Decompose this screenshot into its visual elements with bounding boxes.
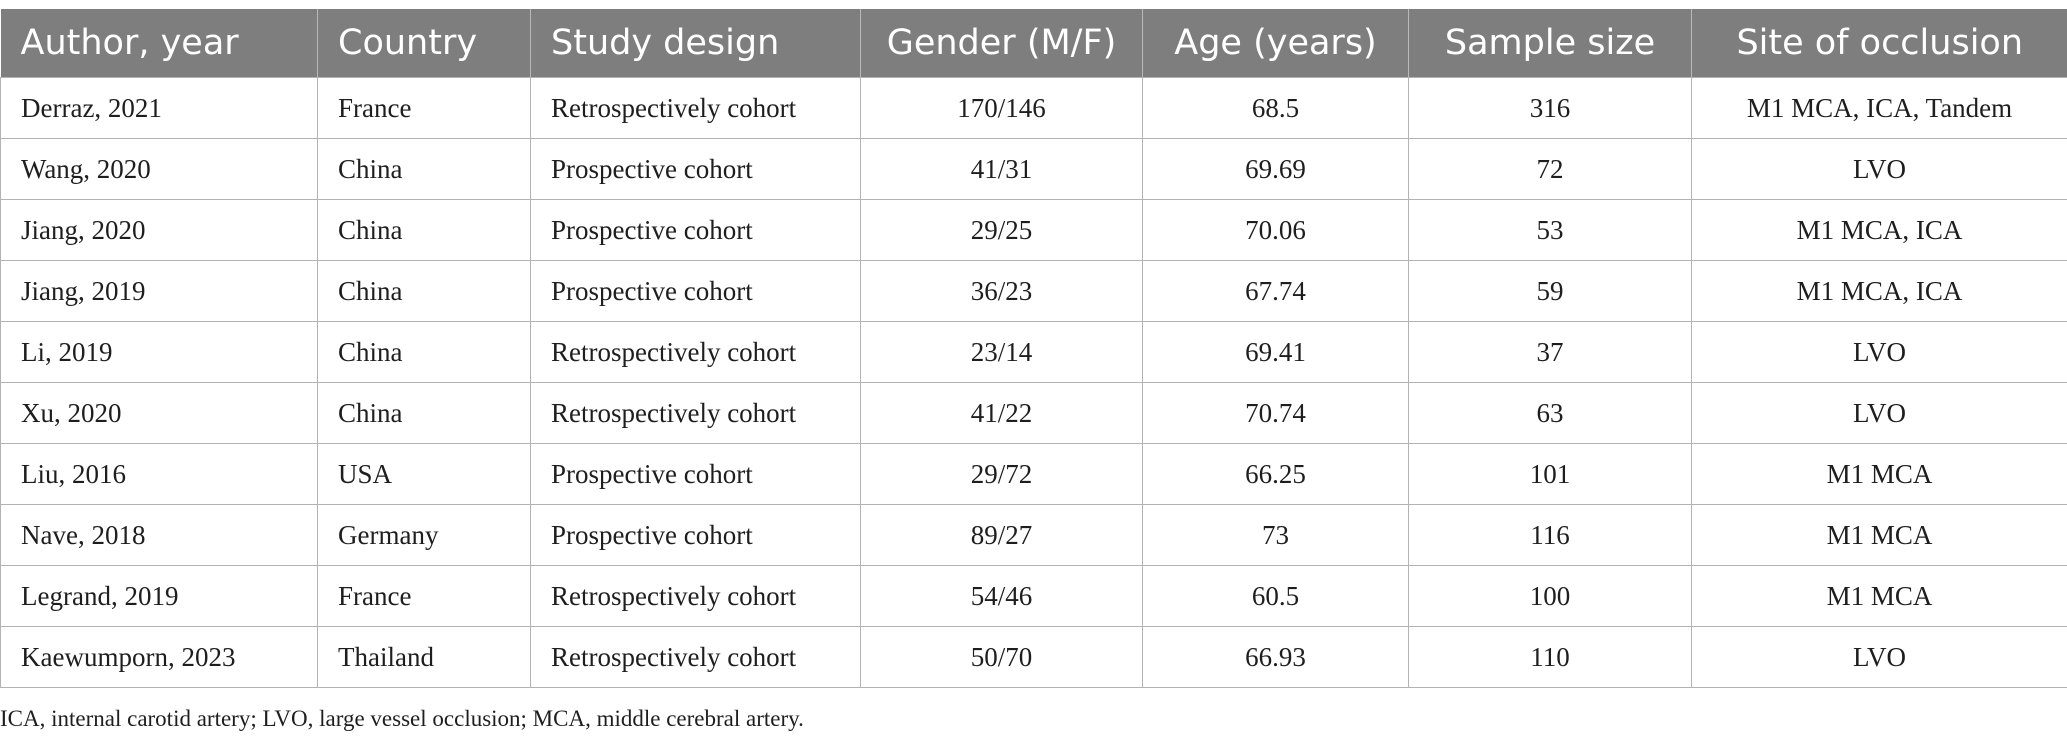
table-footnote: ICA, internal carotid artery; LVO, large… bbox=[0, 706, 804, 731]
table-row: Jiang, 2020 China Prospective cohort 29/… bbox=[0, 199, 2067, 261]
cell-sample-size: 100 bbox=[1408, 565, 1692, 627]
cell-country: China bbox=[317, 260, 531, 322]
cell-study-design: Retrospectively cohort bbox=[530, 321, 861, 383]
cell-gender: 36/23 bbox=[860, 260, 1143, 322]
cell-study-design: Prospective cohort bbox=[530, 199, 861, 261]
cell-author-year: Jiang, 2020 bbox=[0, 199, 318, 261]
cell-site-of-occlusion: LVO bbox=[1691, 138, 2067, 200]
cell-country: Thailand bbox=[317, 626, 531, 688]
cell-study-design: Retrospectively cohort bbox=[530, 626, 861, 688]
cell-gender: 41/22 bbox=[860, 382, 1143, 444]
cell-author-year: Xu, 2020 bbox=[0, 382, 318, 444]
header-author-year: Author, year bbox=[0, 9, 318, 78]
cell-study-design: Prospective cohort bbox=[530, 138, 861, 200]
cell-site-of-occlusion: LVO bbox=[1691, 626, 2067, 688]
table-header: Author, year Country Study design Gender… bbox=[0, 9, 2067, 78]
cell-author-year: Wang, 2020 bbox=[0, 138, 318, 200]
cell-site-of-occlusion: M1 MCA, ICA, Tandem bbox=[1691, 77, 2067, 139]
cell-author-year: Nave, 2018 bbox=[0, 504, 318, 566]
cell-author-year: Jiang, 2019 bbox=[0, 260, 318, 322]
table-row: Kaewumporn, 2023 Thailand Retrospectivel… bbox=[0, 626, 2067, 688]
cell-country: France bbox=[317, 565, 531, 627]
cell-age: 68.5 bbox=[1142, 77, 1409, 139]
cell-country: Germany bbox=[317, 504, 531, 566]
cell-gender: 29/25 bbox=[860, 199, 1143, 261]
cell-sample-size: 53 bbox=[1408, 199, 1692, 261]
table-row: Xu, 2020 China Retrospectively cohort 41… bbox=[0, 382, 2067, 444]
table-body: Derraz, 2021 France Retrospectively coho… bbox=[0, 77, 2067, 688]
cell-study-design: Prospective cohort bbox=[530, 443, 861, 505]
cell-study-design: Prospective cohort bbox=[530, 260, 861, 322]
cell-age: 67.74 bbox=[1142, 260, 1409, 322]
cell-gender: 54/46 bbox=[860, 565, 1143, 627]
cell-study-design: Retrospectively cohort bbox=[530, 77, 861, 139]
cell-author-year: Liu, 2016 bbox=[0, 443, 318, 505]
cell-site-of-occlusion: LVO bbox=[1691, 382, 2067, 444]
cell-sample-size: 59 bbox=[1408, 260, 1692, 322]
cell-gender: 29/72 bbox=[860, 443, 1143, 505]
cell-age: 70.74 bbox=[1142, 382, 1409, 444]
cell-site-of-occlusion: M1 MCA bbox=[1691, 565, 2067, 627]
header-row: Author, year Country Study design Gender… bbox=[0, 9, 2067, 78]
cell-author-year: Li, 2019 bbox=[0, 321, 318, 383]
header-gender: Gender (M/F) bbox=[860, 9, 1143, 78]
cell-sample-size: 63 bbox=[1408, 382, 1692, 444]
cell-site-of-occlusion: M1 MCA, ICA bbox=[1691, 199, 2067, 261]
cell-study-design: Retrospectively cohort bbox=[530, 565, 861, 627]
cell-sample-size: 316 bbox=[1408, 77, 1692, 139]
cell-author-year: Legrand, 2019 bbox=[0, 565, 318, 627]
cell-sample-size: 110 bbox=[1408, 626, 1692, 688]
table-row: Li, 2019 China Retrospectively cohort 23… bbox=[0, 321, 2067, 383]
cell-site-of-occlusion: M1 MCA bbox=[1691, 504, 2067, 566]
cell-sample-size: 72 bbox=[1408, 138, 1692, 200]
cell-country: China bbox=[317, 321, 531, 383]
cell-study-design: Retrospectively cohort bbox=[530, 382, 861, 444]
header-country: Country bbox=[317, 9, 531, 78]
header-study-design: Study design bbox=[530, 9, 861, 78]
cell-gender: 89/27 bbox=[860, 504, 1143, 566]
cell-author-year: Kaewumporn, 2023 bbox=[0, 626, 318, 688]
table-row: Wang, 2020 China Prospective cohort 41/3… bbox=[0, 138, 2067, 200]
cell-country: France bbox=[317, 77, 531, 139]
cell-country: China bbox=[317, 382, 531, 444]
header-age: Age (years) bbox=[1142, 9, 1409, 78]
cell-sample-size: 101 bbox=[1408, 443, 1692, 505]
table-row: Nave, 2018 Germany Prospective cohort 89… bbox=[0, 504, 2067, 566]
cell-age: 69.41 bbox=[1142, 321, 1409, 383]
cell-study-design: Prospective cohort bbox=[530, 504, 861, 566]
study-table-container: Author, year Country Study design Gender… bbox=[0, 9, 2067, 688]
table-row: Jiang, 2019 China Prospective cohort 36/… bbox=[0, 260, 2067, 322]
cell-gender: 41/31 bbox=[860, 138, 1143, 200]
header-sample-size: Sample size bbox=[1408, 9, 1692, 78]
cell-author-year: Derraz, 2021 bbox=[0, 77, 318, 139]
cell-gender: 170/146 bbox=[860, 77, 1143, 139]
table-row: Derraz, 2021 France Retrospectively coho… bbox=[0, 77, 2067, 139]
cell-sample-size: 116 bbox=[1408, 504, 1692, 566]
cell-site-of-occlusion: M1 MCA, ICA bbox=[1691, 260, 2067, 322]
study-characteristics-table: Author, year Country Study design Gender… bbox=[0, 9, 2067, 688]
cell-age: 60.5 bbox=[1142, 565, 1409, 627]
cell-country: China bbox=[317, 138, 531, 200]
cell-age: 66.25 bbox=[1142, 443, 1409, 505]
cell-sample-size: 37 bbox=[1408, 321, 1692, 383]
cell-age: 66.93 bbox=[1142, 626, 1409, 688]
cell-country: China bbox=[317, 199, 531, 261]
cell-age: 73 bbox=[1142, 504, 1409, 566]
cell-country: USA bbox=[317, 443, 531, 505]
table-row: Liu, 2016 USA Prospective cohort 29/72 6… bbox=[0, 443, 2067, 505]
cell-age: 70.06 bbox=[1142, 199, 1409, 261]
table-row: Legrand, 2019 France Retrospectively coh… bbox=[0, 565, 2067, 627]
cell-age: 69.69 bbox=[1142, 138, 1409, 200]
cell-gender: 50/70 bbox=[860, 626, 1143, 688]
cell-gender: 23/14 bbox=[860, 321, 1143, 383]
cell-site-of-occlusion: M1 MCA bbox=[1691, 443, 2067, 505]
header-site-of-occlusion: Site of occlusion bbox=[1691, 9, 2067, 78]
cell-site-of-occlusion: LVO bbox=[1691, 321, 2067, 383]
